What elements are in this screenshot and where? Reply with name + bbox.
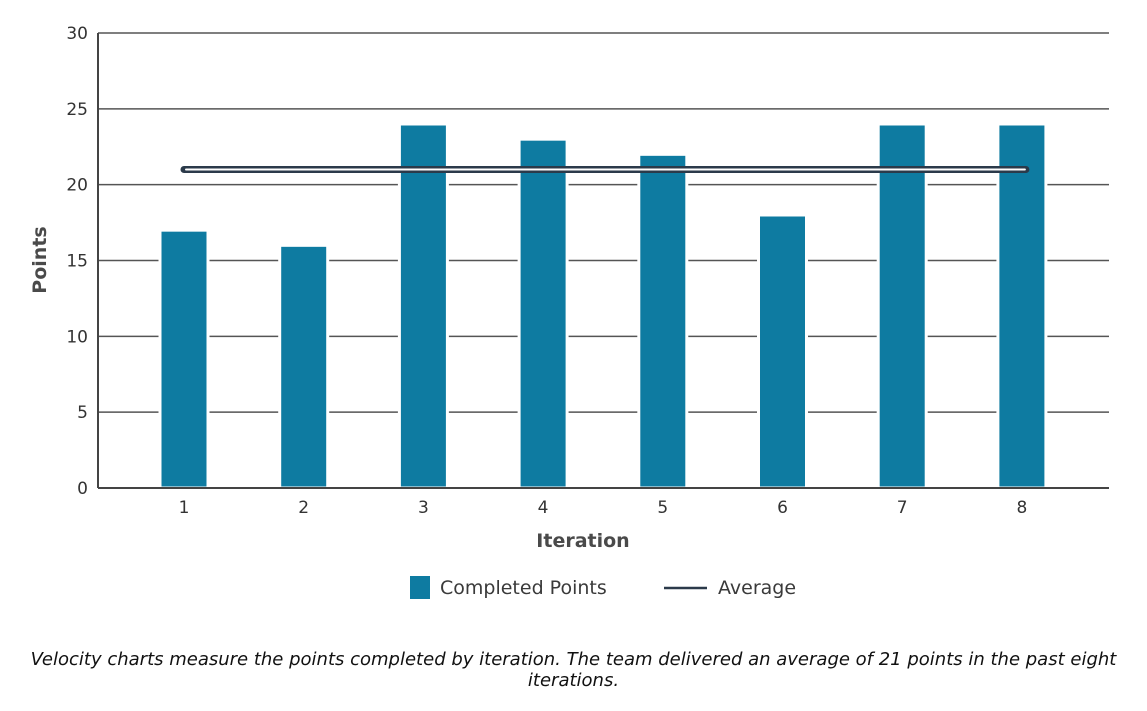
y-tick-label: 25 (66, 100, 88, 120)
bar-1 (158, 228, 210, 490)
x-tick-label: 6 (777, 498, 788, 518)
bar-8 (996, 122, 1048, 490)
bar-4 (517, 137, 569, 490)
x-tick-label: 3 (418, 498, 429, 518)
y-tick-label: 20 (66, 176, 88, 196)
gridlines (98, 32, 1109, 413)
bar-2 (278, 243, 330, 490)
y-tick-label: 0 (77, 479, 88, 499)
y-tick-label: 15 (66, 252, 88, 272)
axes (97, 33, 1109, 489)
legend-label-completed-points: Completed Points (440, 577, 607, 599)
y-tick-label: 10 (66, 327, 88, 347)
legend: Completed Points Average (410, 576, 796, 599)
y-axis-title: Points (29, 226, 51, 293)
tick-labels: 0 5 10 15 20 25 30 1 2 3 4 5 6 7 8 (66, 24, 1027, 518)
x-tick-label: 8 (1016, 498, 1027, 518)
bar-5 (637, 152, 689, 490)
velocity-chart: 0 5 10 15 20 25 30 1 2 3 4 5 6 7 8 Iteration Points Co… (29, 24, 1109, 599)
y-tick-label: 30 (66, 24, 88, 44)
y-tick-label: 5 (77, 403, 88, 423)
x-tick-label: 1 (179, 498, 190, 518)
bars (158, 122, 1048, 490)
x-tick-label: 7 (897, 498, 908, 518)
x-tick-label: 2 (298, 498, 309, 518)
x-tick-label: 4 (538, 498, 549, 518)
bar-6 (757, 213, 808, 490)
legend-swatch-completed-points (410, 576, 430, 599)
x-axis-title: Iteration (536, 530, 629, 552)
chart-caption: Velocity charts measure the points compl… (30, 649, 1117, 691)
legend-label-average: Average (718, 577, 796, 599)
bar-7 (876, 122, 928, 490)
x-tick-label: 5 (657, 498, 668, 518)
bar-3 (397, 122, 449, 490)
